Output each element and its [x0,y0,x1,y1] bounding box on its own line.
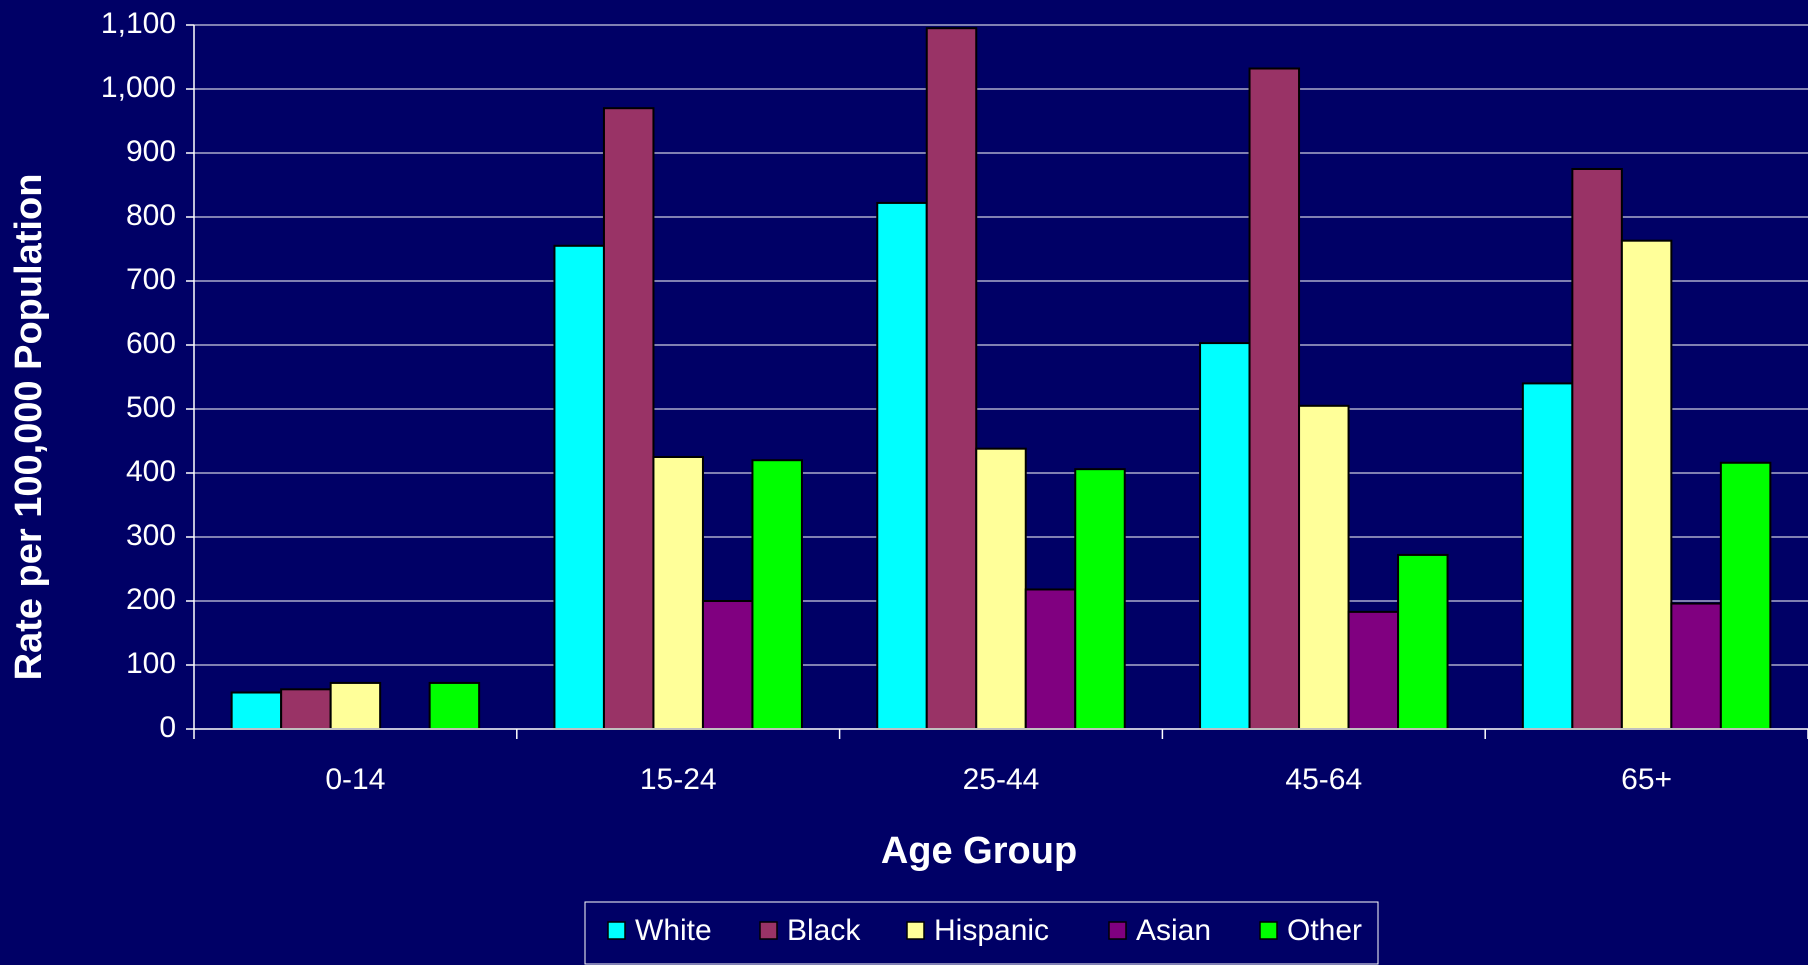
bar [602,107,655,730]
y-axis-title: Rate per 100,000 Population [8,174,50,681]
y-tick-label: 1,100 [101,7,176,40]
bar [230,691,283,731]
bar [1199,342,1251,730]
x-tick-label: 25-44 [963,763,1040,796]
bar [1620,239,1673,730]
x-tick-label: 65+ [1621,763,1672,796]
bar [701,600,754,730]
y-tick-label: 200 [126,583,176,616]
y-tick-label: 400 [126,455,176,488]
y-tick-label: 0 [159,711,176,744]
legend-label: Other [1287,914,1362,947]
bar [1298,404,1350,730]
bar [329,681,382,730]
legend-swatch [1108,921,1127,940]
legend-label: Asian [1136,914,1211,947]
y-tick-label: 100 [126,647,176,680]
bar [1670,602,1722,730]
bar [1397,553,1449,730]
bar [1074,468,1126,730]
y-tick-label: 300 [126,519,176,552]
y-tick-label: 500 [126,391,176,424]
bar [1347,610,1400,731]
legend-label: Hispanic [934,914,1049,947]
y-tick-label: 1,000 [101,71,176,104]
legend-swatch [906,921,925,940]
legend-swatch [759,921,778,940]
legend-box [584,901,1379,965]
legend-label: White [635,914,712,947]
y-tick-label: 900 [126,135,176,168]
bar [280,688,332,731]
bar [1024,588,1077,730]
x-tick-label: 0-14 [325,763,385,796]
bar [751,459,803,730]
bar [876,201,928,731]
legend-swatch [607,921,626,940]
y-tick-label: 800 [126,199,176,232]
x-tick-label: 45-64 [1285,763,1362,796]
bar [1571,168,1623,730]
y-tick-label: 700 [126,263,176,296]
bar [1521,382,1574,730]
bar [975,447,1027,730]
legend-swatch [1259,921,1278,940]
bar [553,244,605,731]
bar [428,681,481,730]
legend-label: Black [787,914,861,947]
bar [925,27,978,730]
bar [652,456,704,730]
bar [1719,461,1772,730]
x-tick-label: 15-24 [640,763,717,796]
bar [1248,67,1301,730]
y-tick-label: 600 [126,327,176,360]
x-axis-title: Age Group [881,830,1077,872]
